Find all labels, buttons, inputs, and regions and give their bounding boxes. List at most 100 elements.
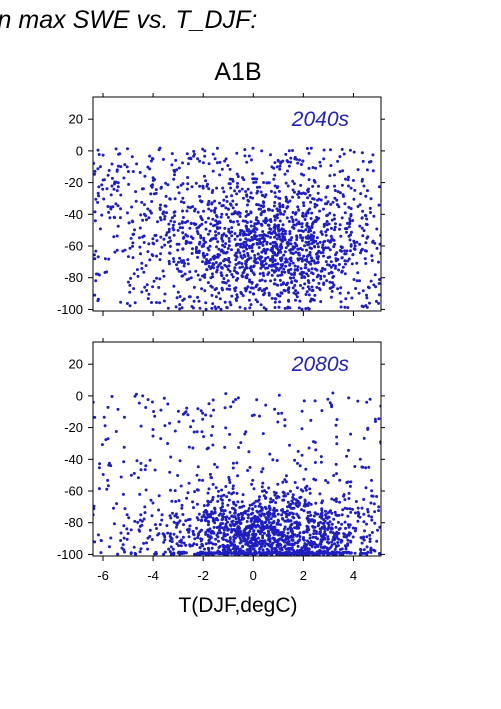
data-point (341, 265, 345, 269)
data-point (254, 218, 258, 222)
data-point (290, 529, 294, 532)
data-point (168, 197, 172, 201)
data-point (218, 201, 221, 205)
data-point (115, 168, 119, 172)
data-point (296, 205, 300, 209)
data-point (276, 213, 280, 217)
data-point (232, 269, 236, 273)
data-point (273, 528, 277, 532)
data-point (193, 490, 197, 494)
data-point (225, 273, 229, 277)
data-point (273, 282, 277, 286)
data-point (172, 520, 176, 524)
data-point (292, 273, 296, 277)
data-point (311, 272, 315, 276)
data-point (181, 196, 185, 200)
data-point (378, 278, 381, 281)
data-point (375, 495, 379, 498)
data-point (304, 543, 308, 547)
data-point (280, 227, 284, 231)
data-point (206, 503, 210, 507)
data-point (112, 187, 116, 191)
data-point (283, 418, 287, 422)
data-point (97, 153, 101, 156)
data-point (181, 231, 185, 235)
data-point (283, 424, 287, 428)
data-point (226, 279, 230, 283)
data-point (297, 208, 301, 212)
data-point (106, 205, 110, 208)
data-point (97, 185, 101, 189)
data-point (146, 547, 150, 551)
data-point (285, 515, 288, 519)
data-point (215, 287, 218, 290)
data-point (383, 541, 386, 544)
data-point (213, 506, 217, 510)
data-point (243, 539, 247, 543)
data-point (211, 425, 215, 429)
data-point (336, 159, 340, 163)
data-point (209, 222, 213, 226)
data-point (297, 220, 301, 224)
data-point (263, 195, 267, 199)
data-point (217, 489, 220, 493)
data-point (323, 526, 327, 530)
data-point (213, 511, 217, 515)
data-point (316, 537, 319, 541)
data-point (180, 220, 184, 224)
data-point (168, 244, 172, 248)
data-point (177, 420, 181, 424)
data-point (258, 279, 262, 283)
data-point (377, 509, 381, 513)
data-point (316, 191, 320, 195)
data-point (93, 169, 97, 173)
data-point (137, 401, 141, 405)
data-point (206, 523, 210, 527)
data-point (186, 234, 189, 238)
data-point (286, 243, 290, 247)
data-point (143, 285, 147, 289)
data-point (372, 283, 376, 287)
data-point (271, 458, 275, 462)
data-point (178, 307, 182, 311)
data-point (395, 552, 398, 555)
data-point (253, 504, 257, 508)
data-point (258, 414, 261, 418)
data-point (115, 248, 119, 252)
data-point (195, 502, 199, 506)
data-point (131, 241, 135, 245)
data-point (246, 187, 250, 191)
data-point (281, 508, 285, 511)
data-point (391, 233, 394, 236)
data-point (207, 539, 211, 543)
data-point (227, 491, 231, 495)
data-point (294, 298, 297, 302)
data-point (262, 306, 266, 310)
data-point (185, 209, 189, 213)
data-point (302, 504, 306, 508)
data-point (347, 396, 351, 400)
data-point (290, 522, 294, 526)
plot-frame (92, 341, 382, 557)
data-point (113, 182, 116, 186)
data-point (287, 164, 291, 168)
data-point (166, 402, 170, 406)
data-point (239, 441, 243, 445)
data-point (236, 500, 240, 504)
data-point (310, 267, 314, 271)
data-point (273, 297, 277, 301)
data-point (378, 525, 381, 529)
data-point (295, 279, 298, 283)
data-point (277, 305, 281, 309)
data-point (231, 522, 235, 526)
data-point (222, 527, 226, 531)
data-point (323, 267, 327, 271)
data-point (330, 237, 334, 241)
data-point (354, 287, 358, 290)
data-point (96, 167, 100, 171)
data-point (203, 547, 206, 551)
data-point (318, 240, 322, 244)
data-point (159, 437, 163, 441)
data-point (344, 297, 348, 301)
data-point (256, 510, 260, 514)
